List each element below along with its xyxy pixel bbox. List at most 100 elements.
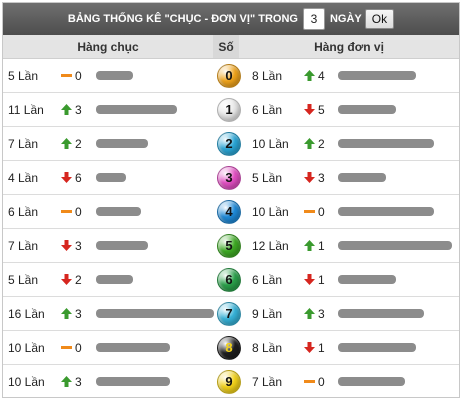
stats-row: 11 Lần 3 1 6 Lần 5	[3, 93, 459, 127]
arrow-up-icon	[304, 138, 315, 149]
units-trend	[304, 93, 315, 126]
tens-bar	[96, 377, 170, 386]
tens-column-header: Hàng chục	[77, 39, 139, 54]
tens-bar	[96, 173, 126, 182]
tens-trend	[61, 331, 72, 364]
arrow-down-icon	[304, 172, 315, 183]
dash-icon	[61, 210, 72, 213]
units-trend	[304, 229, 315, 262]
stats-row: 16 Lần 3 7 9 Lần 3	[3, 297, 459, 331]
units-delta: 3	[318, 306, 325, 321]
number-ball-cell: 7	[217, 297, 241, 330]
stats-row: 4 Lần 6 3 5 Lần 3	[3, 161, 459, 195]
tens-trend	[61, 127, 72, 160]
tens-bar	[96, 275, 133, 284]
units-bar-cell	[338, 365, 405, 397]
number-ball-cell: 6	[217, 263, 241, 296]
arrow-up-icon	[61, 104, 72, 115]
units-bar	[338, 173, 386, 182]
arrow-up-icon	[61, 376, 72, 387]
units-bar-cell	[338, 297, 424, 330]
tens-count: 6 Lần	[8, 204, 39, 219]
tens-delta: 0	[75, 68, 82, 83]
units-count: 8 Lần	[252, 340, 283, 355]
units-delta: 1	[318, 340, 325, 355]
tens-delta: 0	[75, 340, 82, 355]
tens-trend	[61, 195, 72, 228]
tens-count: 10 Lần	[8, 374, 45, 389]
units-count: 10 Lần	[252, 136, 289, 151]
units-count: 7 Lần	[252, 374, 283, 389]
tens-bar	[96, 139, 148, 148]
arrow-up-icon	[304, 308, 315, 319]
units-count: 5 Lần	[252, 170, 283, 185]
units-bar-cell	[338, 161, 386, 194]
units-bar-cell	[338, 263, 396, 296]
number-ball-cell: 8	[217, 331, 241, 364]
units-bar	[338, 105, 396, 114]
number-ball-cell: 9	[217, 365, 241, 397]
stats-row: 10 Lần 3 9 7 Lần 0	[3, 365, 459, 397]
units-count: 12 Lần	[252, 238, 289, 253]
stats-row: 5 Lần 2 6 6 Lần 1	[3, 263, 459, 297]
tens-count: 5 Lần	[8, 272, 39, 287]
number-ball: 5	[217, 233, 241, 258]
units-bar-cell	[338, 127, 434, 160]
units-count: 6 Lần	[252, 272, 283, 287]
units-bar	[338, 241, 452, 250]
units-delta: 3	[318, 170, 325, 185]
number-ball-cell: 4	[217, 195, 241, 228]
units-bar	[338, 309, 424, 318]
units-delta: 4	[318, 68, 325, 83]
units-delta: 1	[318, 238, 325, 253]
number-ball-cell: 3	[217, 161, 241, 194]
dash-icon	[61, 346, 72, 349]
number-ball: 8	[217, 335, 241, 360]
stats-row: 6 Lần 0 4 10 Lần 0	[3, 195, 459, 229]
tens-bar-cell	[96, 365, 170, 397]
units-bar	[338, 275, 396, 284]
arrow-down-icon	[61, 274, 72, 285]
number-ball: 2	[217, 131, 241, 156]
tens-count: 7 Lần	[8, 136, 39, 151]
units-column-header: Hàng đơn vị	[314, 39, 384, 54]
units-bar-cell	[338, 59, 416, 92]
units-delta: 0	[318, 374, 325, 389]
tens-trend	[61, 229, 72, 262]
tens-bar-cell	[96, 93, 177, 126]
tens-delta: 3	[75, 306, 82, 321]
units-bar	[338, 207, 434, 216]
units-bar-cell	[338, 331, 416, 364]
number-ball-cell: 1	[217, 93, 241, 126]
column-header: Hàng chục Số Hàng đơn vị	[3, 35, 459, 59]
units-trend	[304, 127, 315, 160]
units-count: 9 Lần	[252, 306, 283, 321]
tens-trend	[61, 365, 72, 397]
arrow-up-icon	[304, 240, 315, 251]
number-ball: 6	[217, 267, 241, 292]
tens-bar	[96, 105, 177, 114]
stats-row: 7 Lần 2 2 10 Lần 2	[3, 127, 459, 161]
tens-bar	[96, 309, 214, 318]
tens-bar-cell	[96, 59, 133, 92]
units-bar	[338, 377, 405, 386]
units-count: 6 Lần	[252, 102, 283, 117]
dash-icon	[304, 210, 315, 213]
days-label: NGÀY	[329, 13, 362, 25]
ok-button[interactable]: Ok	[364, 9, 395, 29]
arrow-up-icon	[61, 138, 72, 149]
units-bar	[338, 343, 416, 352]
tens-delta: 3	[75, 238, 82, 253]
number-ball: 0	[217, 63, 241, 88]
stats-table-body: 5 Lần 0 0 8 Lần 4 11 Lần 3 1 6 Lần 5 7 Lần 2 2 10 Lần…	[3, 59, 459, 397]
number-ball-cell: 5	[217, 229, 241, 262]
units-delta: 1	[318, 272, 325, 287]
days-input[interactable]	[302, 8, 325, 30]
units-trend	[304, 59, 315, 92]
tens-count: 7 Lần	[8, 238, 39, 253]
stats-row: 7 Lần 3 5 12 Lần 1	[3, 229, 459, 263]
tens-bar-cell	[96, 229, 148, 262]
number-ball: 9	[217, 369, 241, 394]
tens-bar	[96, 241, 148, 250]
